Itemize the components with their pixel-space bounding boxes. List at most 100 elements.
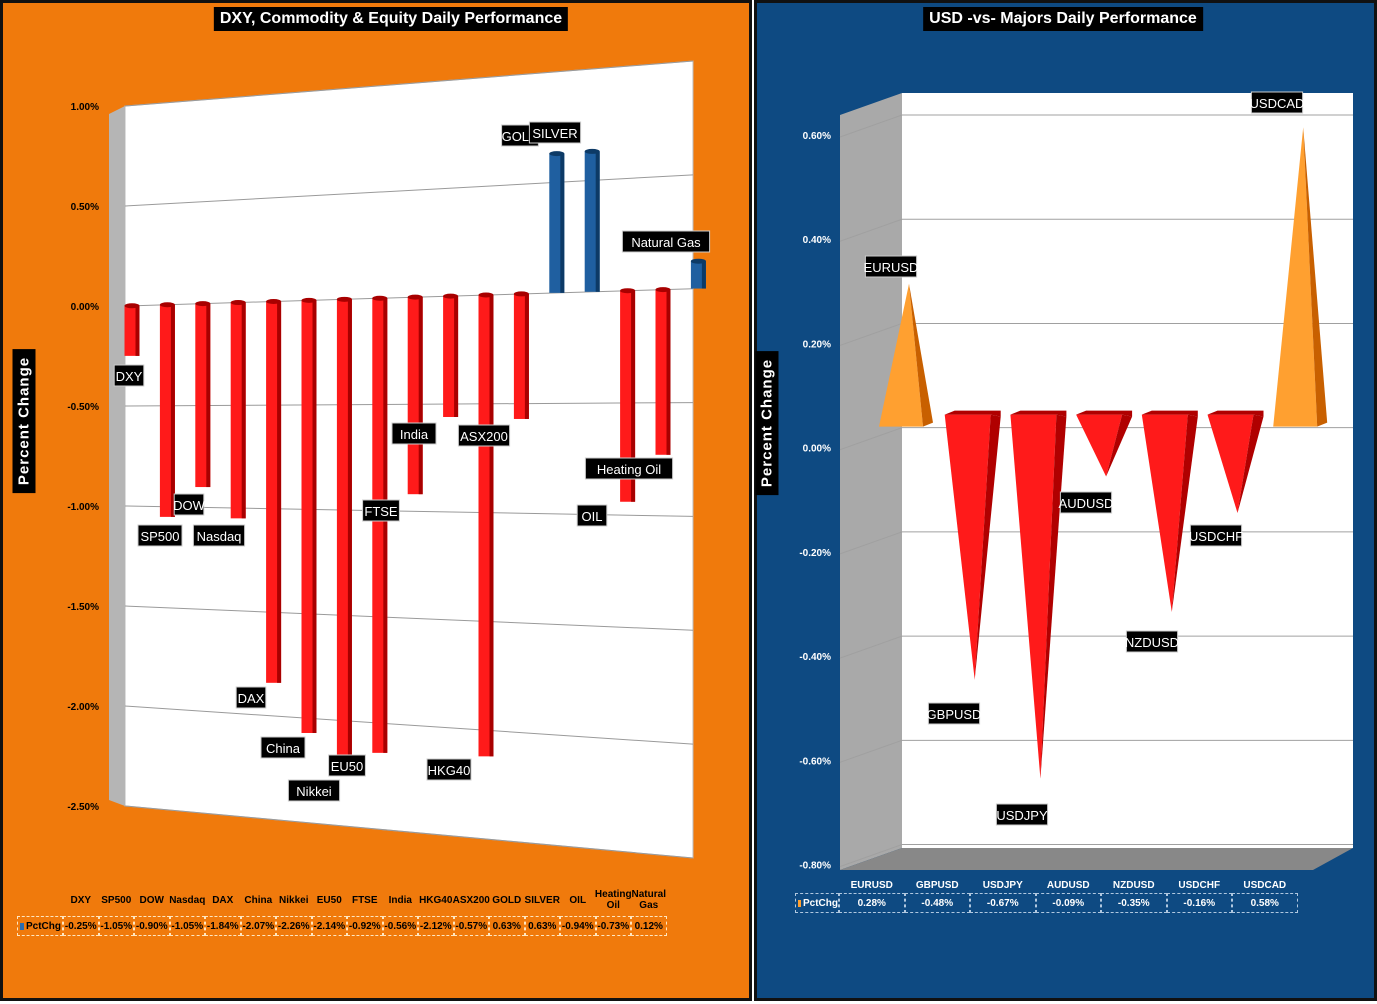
bar-shade-silver	[595, 151, 600, 292]
bar-shade-nikkei	[347, 299, 352, 776]
bar-label-eu50: EU50	[331, 759, 364, 774]
left-gridline	[124, 705, 694, 745]
bar-cap-eu50	[372, 295, 388, 301]
bar-label-oil-bg	[576, 504, 608, 527]
bar-shade-eu50	[383, 298, 388, 753]
bar-label-natural-gas-bg	[621, 230, 711, 253]
right-y-tick-label: 0.20%	[803, 339, 831, 350]
right-table-header-cell: USDJPY	[982, 879, 1023, 891]
cone-label-usdcad: USDCAD	[1250, 96, 1305, 111]
cone-usdchf	[1207, 414, 1254, 514]
right-gridline-side	[839, 218, 903, 242]
left-table-header-cell: FTSE	[351, 894, 378, 906]
right-table-header-cell: USDCHF	[1178, 879, 1221, 891]
right-table-value-cell: -0.16%	[1166, 893, 1232, 913]
right-chart-plot: 0.60% 0.40% 0.20% 0.00% -0.20% -0.40% -0.60% -0…	[799, 91, 1353, 872]
bar-cap-sp500	[159, 302, 175, 308]
left-chart-plot: 1.00% 0.50% 0.00% -0.50% -1.00% -1.50% -2.00% -…	[67, 60, 711, 859]
left-table-header-cell: Heating Oil	[594, 889, 632, 911]
bar-cap-india	[443, 293, 459, 299]
left-y-tick-label: 0.00%	[71, 302, 99, 313]
left-table-value-cell: -1.05%	[169, 916, 205, 936]
bar-label-sp500-bg	[137, 524, 183, 547]
bar-label-nasdaq: Nasdaq	[197, 529, 242, 544]
left-table-header-cell: DAX	[212, 894, 234, 906]
right-gridline-side	[839, 844, 903, 868]
right-chart-panel: USD -vs- Majors Daily Performance 0.60% 0…	[754, 0, 1377, 1001]
cone-shade-nzdusd	[1171, 414, 1198, 613]
cone-shade-usdchf	[1237, 414, 1264, 514]
left-plot-side-wall	[109, 106, 125, 806]
bar-label-sp500: SP500	[140, 529, 179, 544]
bar-cap-silver	[584, 148, 600, 154]
bar-label-india-bg	[391, 422, 437, 445]
right-y-tick-label: -0.60%	[799, 756, 831, 767]
bar-label-hkg40: HKG40	[428, 763, 471, 778]
bar-label-dow-bg	[173, 493, 205, 516]
left-table-value-cell: -2.26%	[276, 916, 312, 936]
bar-shade-asx200	[524, 293, 529, 419]
left-y-axis-label: Percent Change	[12, 348, 36, 494]
left-table-header-cell: India	[388, 894, 412, 906]
bar-label-dxy: DXY	[116, 369, 143, 384]
cone-label-nzdusd-bg	[1125, 630, 1179, 653]
right-gridline-side	[839, 322, 903, 346]
bar-label-ftse: FTSE	[364, 504, 398, 519]
bar-label-dax-bg	[235, 686, 267, 709]
legend-marker	[798, 899, 801, 907]
left-table-header-cell: Natural Gas	[631, 889, 666, 911]
cone-label-usdjpy: USDJPY	[996, 808, 1048, 823]
right-y-tick-label: -0.20%	[799, 548, 831, 559]
left-y-tick-label: -1.50%	[67, 602, 99, 613]
cone-usdjpy	[1010, 414, 1057, 779]
right-table-value-cell: -0.48%	[904, 893, 970, 913]
bar-label-heating-oil: Heating Oil	[597, 462, 661, 477]
bar-cap-nikkei	[336, 296, 352, 302]
left-table-value-cell: 0.63%	[489, 916, 525, 936]
bar-label-heating-oil-bg	[584, 457, 674, 480]
right-series-label: PctChg	[803, 897, 838, 909]
right-table-header-cell: AUDUSD	[1046, 879, 1090, 891]
cone-label-audusd: AUDUSD	[1059, 496, 1114, 511]
bar-cap-dow	[195, 301, 211, 307]
bar-shade-nasdaq	[241, 302, 246, 519]
bar-label-nikkei-bg	[287, 779, 341, 802]
bar-shade-oil	[631, 290, 636, 502]
cone-shade-eurusd	[909, 283, 933, 427]
cone-label-gbpusd: GBPUSD	[927, 707, 982, 722]
right-table-value-cell: -0.09%	[1035, 893, 1101, 913]
right-gridline-side	[839, 635, 903, 659]
bar-cap-nasdaq	[230, 300, 246, 306]
bar-label-silver-bg	[528, 121, 582, 144]
legend-marker	[20, 922, 24, 930]
bar-label-china-bg	[260, 736, 306, 759]
cone-shade-audusd	[1106, 414, 1133, 477]
right-y-tick-label: 0.60%	[803, 131, 831, 142]
left-gridline	[124, 60, 694, 107]
right-y-tick-label: 0.40%	[803, 235, 831, 246]
left-table-value-cell: -0.94%	[560, 916, 596, 936]
cone-label-usdcad-bg	[1250, 91, 1304, 114]
left-table-value-cell: -1.05%	[98, 916, 134, 936]
cone-label-usdjpy-bg	[995, 803, 1049, 826]
bar-label-asx200: ASX200	[460, 429, 508, 444]
right-plot-floor	[840, 848, 1353, 870]
bar-label-dxy-bg	[113, 364, 145, 387]
bar-label-ftse-bg	[362, 499, 400, 522]
cone-top-usdjpy	[1010, 410, 1067, 417]
cone-label-usdchf-bg	[1189, 524, 1243, 547]
left-y-tick-label: -0.50%	[67, 402, 99, 413]
right-plot-back-wall	[902, 93, 1353, 848]
left-table-header-cell: OIL	[569, 894, 587, 906]
left-table-header-cell: DOW	[139, 894, 164, 906]
cone-nzdusd	[1141, 414, 1188, 613]
cone-label-usdchf: USDCHF	[1189, 529, 1243, 544]
bar-cap-heating-oil	[655, 287, 671, 293]
left-table-header-cell: Nikkei	[279, 894, 309, 906]
bar-shade-india	[454, 296, 459, 417]
bar-shade-ftse	[418, 297, 423, 495]
left-table-header-cell: EU50	[316, 894, 342, 906]
left-table-value-cell: -0.25%	[63, 916, 99, 936]
cone-audusd	[1076, 414, 1123, 477]
left-y-tick-label: -1.00%	[67, 502, 99, 513]
